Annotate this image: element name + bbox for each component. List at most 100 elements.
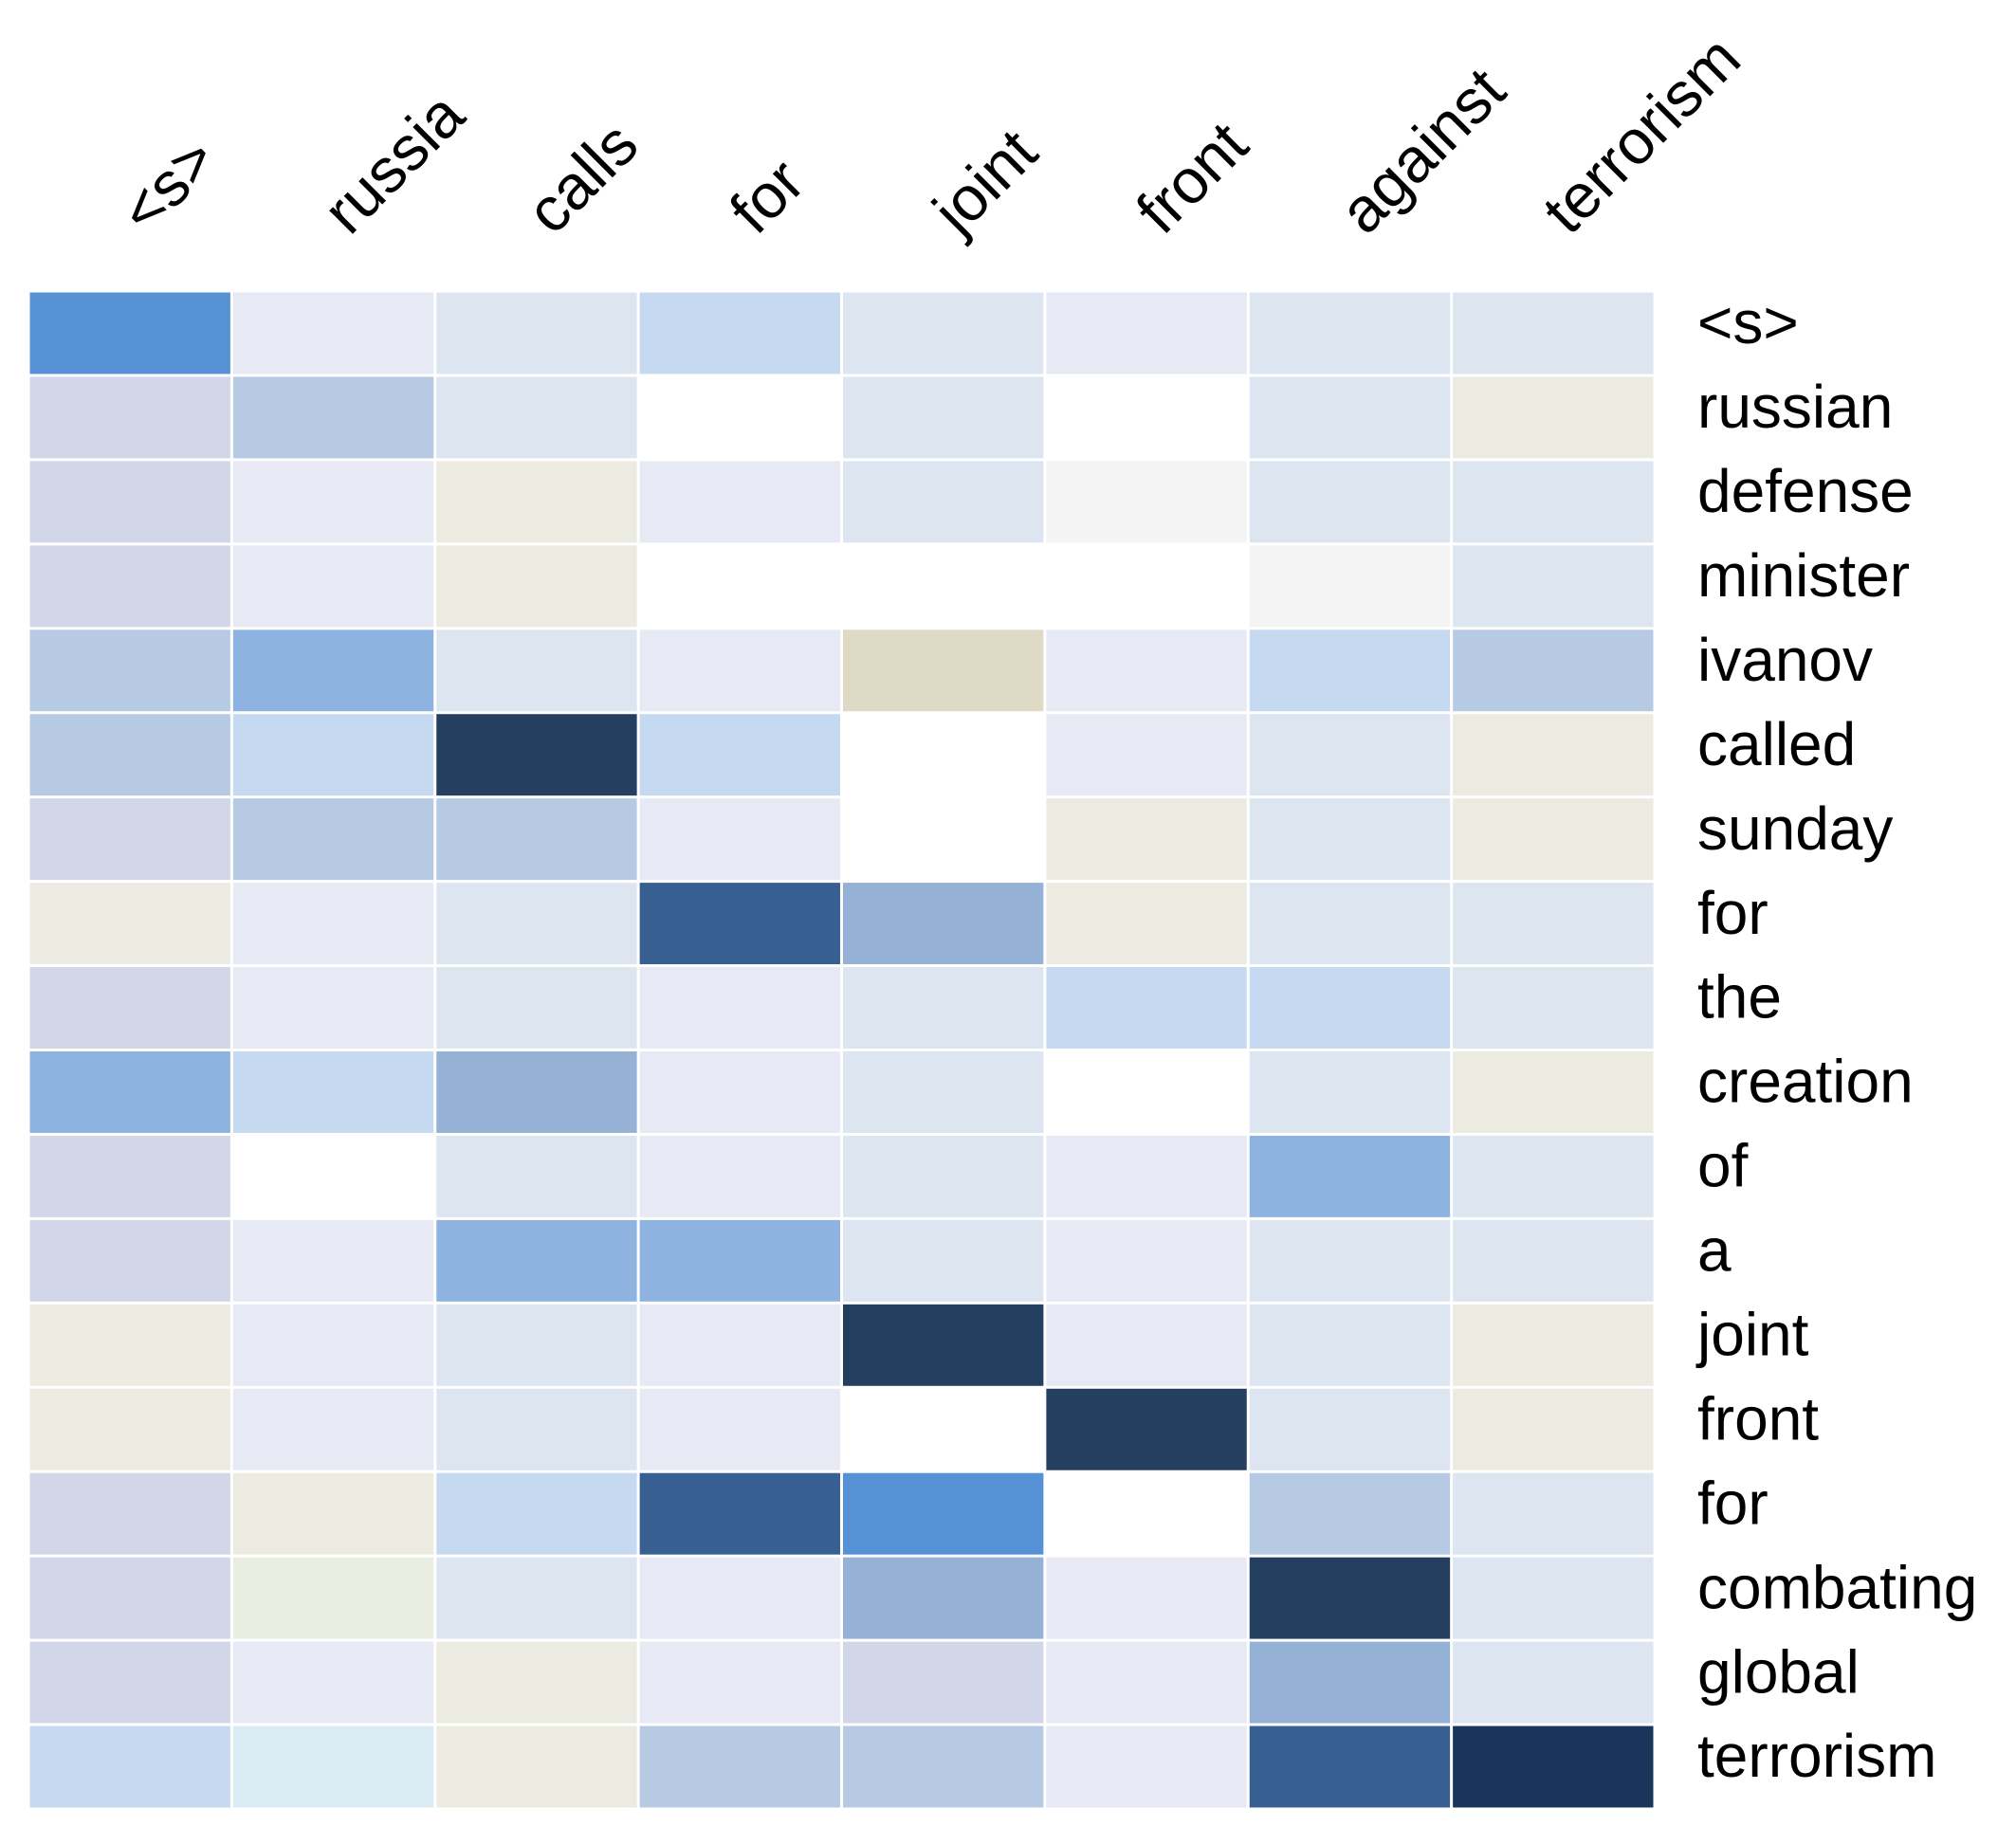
column-label: terrorism	[1530, 22, 1753, 246]
heatmap-cell-r1-c3	[639, 376, 840, 459]
heatmap-cell-r11-c1	[232, 1219, 434, 1302]
heatmap-cell-r13-c7	[1453, 1388, 1654, 1470]
heatmap-cell-r6-c3	[639, 798, 840, 881]
heatmap-cell-r11-c2	[436, 1219, 637, 1302]
heatmap-cell-r1-c6	[1249, 376, 1451, 459]
heatmap-cell-r6-c5	[1046, 798, 1247, 881]
heatmap-cell-r5-c2	[436, 714, 637, 796]
heatmap-cell-r14-c0	[29, 1472, 230, 1555]
heatmap-cell-r16-c6	[1249, 1641, 1451, 1724]
heatmap-cell-r5-c3	[639, 714, 840, 796]
heatmap-cell-r6-c4	[843, 798, 1044, 881]
heatmap-cell-r12-c0	[29, 1304, 230, 1386]
heatmap-cell-r8-c5	[1046, 967, 1247, 1049]
row-label: sunday	[1697, 794, 1893, 863]
heatmap-cell-r10-c0	[29, 1135, 230, 1217]
row-label: called	[1697, 710, 1856, 778]
heatmap-cell-r0-c6	[1249, 292, 1451, 374]
heatmap-cell-r5-c1	[232, 714, 434, 796]
heatmap-cell-r1-c5	[1046, 376, 1247, 459]
heatmap-cell-r11-c7	[1453, 1219, 1654, 1302]
heatmap-cell-r16-c7	[1453, 1641, 1654, 1724]
heatmap-cell-r1-c0	[29, 376, 230, 459]
heatmap-cell-r4-c2	[436, 630, 637, 712]
heatmap-cell-r1-c4	[843, 376, 1044, 459]
heatmap-cell-r12-c4	[843, 1304, 1044, 1386]
heatmap-cell-r7-c3	[639, 883, 840, 965]
heatmap-cell-r2-c1	[232, 461, 434, 543]
heatmap-cell-r11-c5	[1046, 1219, 1247, 1302]
heatmap-cell-r4-c0	[29, 630, 230, 712]
heatmap-cell-r15-c5	[1046, 1557, 1247, 1639]
heatmap-cell-r1-c2	[436, 376, 637, 459]
heatmap-cell-r8-c1	[232, 967, 434, 1049]
heatmap-cell-r7-c2	[436, 883, 637, 965]
row-label: front	[1697, 1384, 1819, 1452]
heatmap-cell-r6-c1	[232, 798, 434, 881]
heatmap-cell-r12-c5	[1046, 1304, 1247, 1386]
heatmap-cell-r13-c1	[232, 1388, 434, 1470]
heatmap-cell-r12-c1	[232, 1304, 434, 1386]
heatmap-cell-r0-c7	[1453, 292, 1654, 374]
heatmap-cell-r9-c5	[1046, 1051, 1247, 1133]
heatmap-cell-r9-c7	[1453, 1051, 1654, 1133]
heatmap-cell-r10-c3	[639, 1135, 840, 1217]
heatmap-cell-r15-c0	[29, 1557, 230, 1639]
heatmap-cell-r11-c6	[1249, 1219, 1451, 1302]
heatmap-cell-r8-c0	[29, 967, 230, 1049]
row-label: defense	[1697, 457, 1914, 525]
heatmap-cell-r8-c2	[436, 967, 637, 1049]
heatmap-cell-r9-c2	[436, 1051, 637, 1133]
heatmap-cell-r6-c0	[29, 798, 230, 881]
heatmap-cell-r2-c7	[1453, 461, 1654, 543]
row-label: for	[1697, 1469, 1769, 1537]
row-label: ivanov	[1697, 626, 1873, 694]
row-label: joint	[1695, 1300, 1809, 1368]
heatmap-cell-r12-c3	[639, 1304, 840, 1386]
heatmap-cell-r3-c5	[1046, 545, 1247, 628]
heatmap-cell-r17-c1	[232, 1725, 434, 1808]
heatmap-cell-r2-c2	[436, 461, 637, 543]
heatmap-cell-r6-c7	[1453, 798, 1654, 881]
heatmap-cell-r15-c7	[1453, 1557, 1654, 1639]
heatmap-cell-r7-c5	[1046, 883, 1247, 965]
heatmap-cell-r2-c0	[29, 461, 230, 543]
heatmap-cell-r17-c7	[1453, 1725, 1654, 1808]
heatmap-cell-r1-c7	[1453, 376, 1654, 459]
heatmap-cell-r0-c0	[29, 292, 230, 374]
heatmap-cell-r16-c3	[639, 1641, 840, 1724]
heatmap-cell-r10-c4	[843, 1135, 1044, 1217]
heatmap-cell-r12-c2	[436, 1304, 637, 1386]
heatmap-cell-r9-c4	[843, 1051, 1044, 1133]
row-label: combating	[1697, 1553, 1977, 1621]
heatmap-cell-r16-c0	[29, 1641, 230, 1724]
heatmap-cell-r3-c2	[436, 545, 637, 628]
heatmap-cell-r17-c5	[1046, 1725, 1247, 1808]
heatmap-cell-r8-c7	[1453, 967, 1654, 1049]
heatmap-cell-r14-c7	[1453, 1472, 1654, 1555]
heatmap-cell-r10-c5	[1046, 1135, 1247, 1217]
heatmap-cell-r1-c1	[232, 376, 434, 459]
heatmap-cell-r13-c2	[436, 1388, 637, 1470]
heatmap-cell-r7-c7	[1453, 883, 1654, 965]
heatmap-cell-r0-c1	[232, 292, 434, 374]
heatmap-cell-r3-c7	[1453, 545, 1654, 628]
heatmap-cell-r6-c2	[436, 798, 637, 881]
heatmap-cell-r11-c3	[639, 1219, 840, 1302]
heatmap-cell-r14-c5	[1046, 1472, 1247, 1555]
heatmap-cell-r16-c5	[1046, 1641, 1247, 1724]
column-labels: <s> russia calls for joint front against terror…	[106, 22, 1753, 247]
row-label: of	[1697, 1132, 1749, 1200]
heatmap-cell-r5-c7	[1453, 714, 1654, 796]
heatmap-cell-r3-c1	[232, 545, 434, 628]
heatmap-cell-r17-c0	[29, 1725, 230, 1808]
heatmap-cell-r5-c0	[29, 714, 230, 796]
row-label: creation	[1697, 1048, 1914, 1116]
column-label: against	[1326, 54, 1518, 246]
heatmap-cell-r7-c1	[232, 883, 434, 965]
heatmap-cell-r14-c6	[1249, 1472, 1451, 1555]
heatmap-cell-r4-c3	[639, 630, 840, 712]
row-label: a	[1697, 1216, 1732, 1285]
heatmap-cell-r13-c0	[29, 1388, 230, 1470]
